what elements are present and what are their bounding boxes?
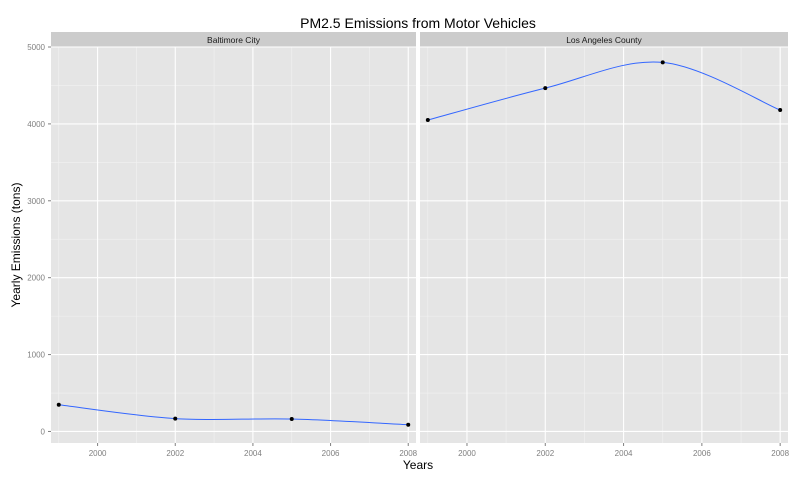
data-point bbox=[173, 416, 178, 421]
x-tick-label: 2006 bbox=[322, 449, 340, 458]
series-line bbox=[58, 404, 409, 426]
data-point bbox=[425, 118, 430, 123]
y-tick-label: 0 bbox=[41, 427, 46, 436]
x-tick-label: 2006 bbox=[693, 449, 711, 458]
y-tick-label: 4000 bbox=[27, 120, 45, 129]
x-tick-label: 2000 bbox=[89, 449, 107, 458]
y-tick-label: 5000 bbox=[27, 43, 45, 52]
x-tick-label: 2008 bbox=[771, 449, 789, 458]
x-tick-label: 2008 bbox=[399, 449, 417, 458]
data-point bbox=[56, 402, 61, 407]
data-point bbox=[543, 86, 548, 91]
panel-background bbox=[420, 47, 788, 443]
chart-title: PM2.5 Emissions from Motor Vehicles bbox=[300, 15, 536, 31]
facet-panel: Los Angeles County 2000 2002 2004 2006 2008 bbox=[420, 32, 790, 458]
facet-strip-label: Los Angeles County bbox=[566, 35, 642, 45]
facet-strip bbox=[420, 32, 788, 47]
y-axis: 0 1000 2000 3000 4000 5000 bbox=[27, 43, 51, 436]
x-tick-label: 2000 bbox=[458, 449, 476, 458]
facet-strip-label: Baltimore City bbox=[207, 35, 261, 45]
x-tick-label: 2004 bbox=[244, 449, 262, 458]
panel-background bbox=[51, 47, 416, 443]
y-axis-title: Yearly Emissions (tons) bbox=[9, 183, 23, 308]
y-tick-label: 1000 bbox=[27, 351, 45, 360]
series-line bbox=[427, 61, 781, 121]
facet-panel: Baltimore City 2000 2002 2004 2006 2008 bbox=[51, 32, 418, 458]
x-tick-label: 2004 bbox=[615, 449, 633, 458]
data-point bbox=[289, 417, 294, 422]
y-tick-label: 2000 bbox=[27, 274, 45, 283]
data-point bbox=[778, 108, 783, 113]
x-tick-label: 2002 bbox=[536, 449, 554, 458]
data-point bbox=[406, 422, 411, 427]
facet-strip bbox=[51, 32, 416, 47]
data-point bbox=[660, 60, 665, 65]
x-axis-title: Years bbox=[403, 458, 433, 472]
x-tick-label: 2002 bbox=[166, 449, 184, 458]
y-tick-label: 3000 bbox=[27, 197, 45, 206]
